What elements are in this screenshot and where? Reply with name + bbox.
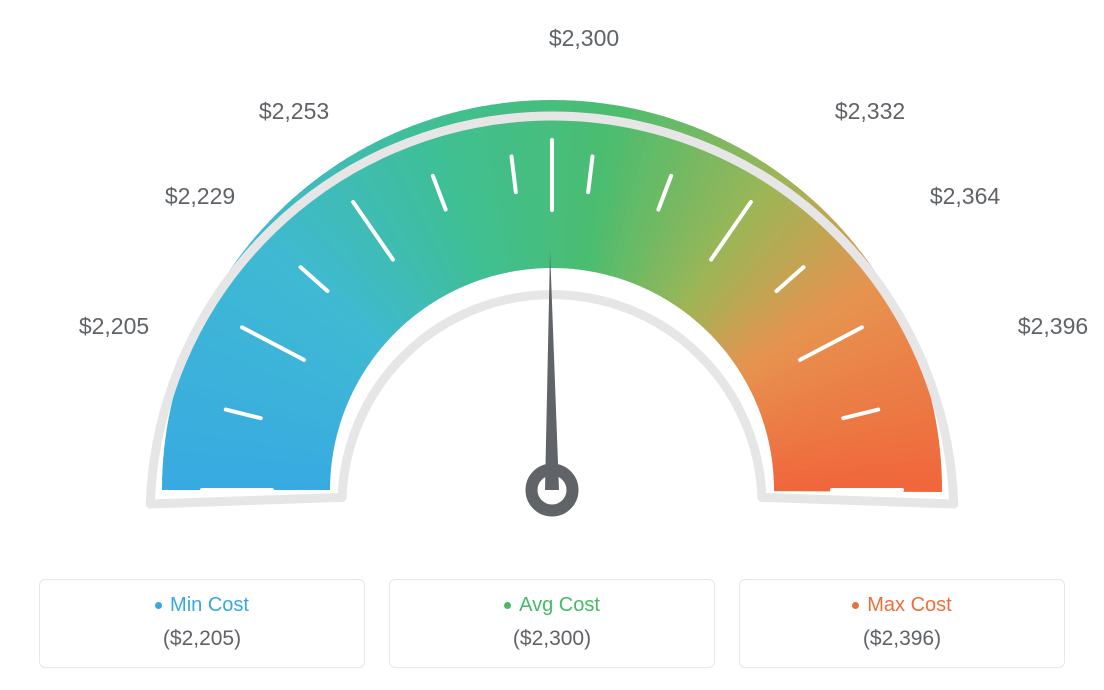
- legend-card-max: Max Cost ($2,396): [739, 579, 1065, 668]
- legend-value-max: ($2,396): [740, 627, 1064, 651]
- legend-value-avg: ($2,300): [390, 627, 714, 651]
- legend-dot-avg: [504, 602, 511, 609]
- legend-value-min: ($2,205): [40, 627, 364, 651]
- gauge-tick-label: $2,253: [259, 98, 329, 125]
- gauge-tick-label: $2,300: [549, 25, 619, 52]
- gauge-chart-container: $2,205 $2,229 $2,253 $2,300 $2,332 $2,364 $2,3…: [0, 0, 1104, 690]
- legend-title-max: Max Cost: [852, 594, 951, 617]
- gauge-tick-label: $2,332: [835, 98, 905, 125]
- legend-card-min: Min Cost ($2,205): [39, 579, 365, 668]
- gauge-tick-label: $2,364: [930, 183, 1000, 210]
- gauge-tick-label: $2,396: [1018, 313, 1088, 340]
- gauge-wrap: $2,205$2,229$2,253$2,300$2,332$2,364$2,3…: [72, 20, 1032, 560]
- legend-title-min: Min Cost: [155, 594, 249, 617]
- legend-title-avg: Avg Cost: [504, 594, 600, 617]
- gauge-tick-label: $2,205: [79, 313, 149, 340]
- gauge-tick-label: $2,229: [165, 183, 235, 210]
- legend-title-min-text: Min Cost: [170, 594, 249, 617]
- legend-card-avg: Avg Cost ($2,300): [389, 579, 715, 668]
- legend-title-avg-text: Avg Cost: [519, 594, 600, 617]
- legend-row: Min Cost ($2,205) Avg Cost ($2,300) Max …: [39, 579, 1065, 668]
- legend-title-max-text: Max Cost: [867, 594, 951, 617]
- legend-dot-min: [155, 602, 162, 609]
- legend-dot-max: [852, 602, 859, 609]
